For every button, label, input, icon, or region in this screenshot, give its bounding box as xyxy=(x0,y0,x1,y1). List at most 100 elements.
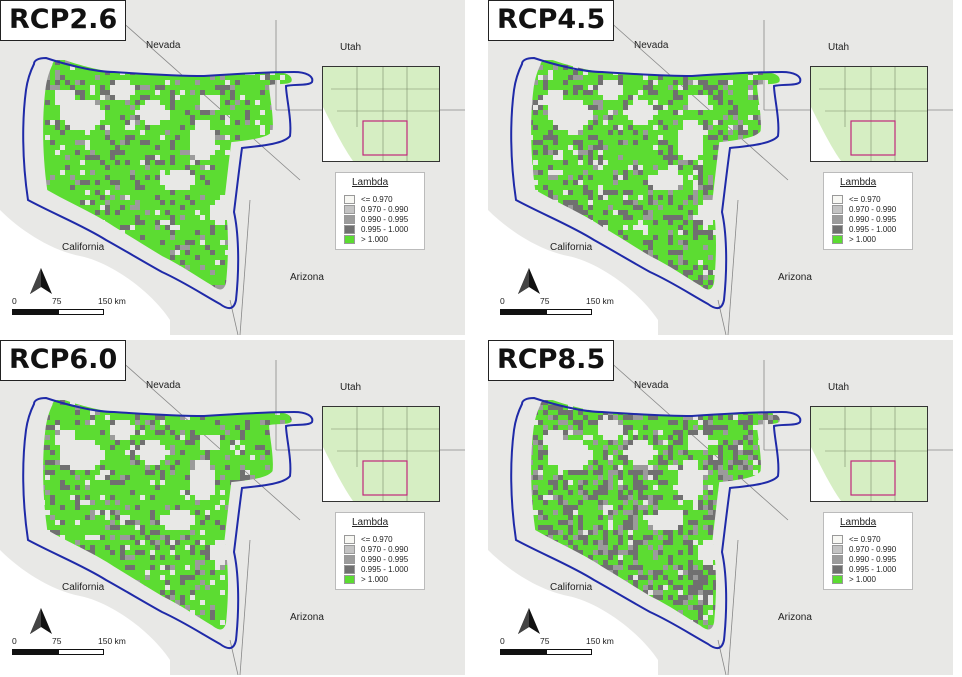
lambda-cell xyxy=(140,175,145,180)
lambda-cell xyxy=(210,180,215,185)
lambda-cell xyxy=(543,230,548,235)
lambda-cell xyxy=(145,165,150,170)
lambda-cell xyxy=(543,110,548,115)
lambda-cell xyxy=(70,160,75,165)
lambda-cell xyxy=(543,105,548,110)
lambda-cell xyxy=(150,210,155,215)
lambda-cell xyxy=(140,195,145,200)
lambda-cell xyxy=(683,165,688,170)
lambda-cell xyxy=(115,105,120,110)
lambda-cell xyxy=(733,270,738,275)
lambda-cell xyxy=(170,85,175,90)
lambda-cell xyxy=(50,185,55,190)
lambda-cell xyxy=(205,235,210,240)
lambda-cell xyxy=(140,60,145,65)
lambda-cell xyxy=(280,405,285,410)
lambda-cell xyxy=(683,210,688,215)
lambda-cell xyxy=(703,245,708,250)
lambda-cell xyxy=(673,300,678,305)
lambda-cell xyxy=(60,180,65,185)
lambda-cell xyxy=(728,190,733,195)
lambda-cell xyxy=(648,185,653,190)
lambda-cell xyxy=(45,180,50,185)
lambda-cell xyxy=(683,310,688,315)
lambda-cell xyxy=(220,270,225,275)
lambda-cell xyxy=(628,220,633,225)
lambda-cell xyxy=(280,290,285,295)
lambda-cell xyxy=(140,215,145,220)
lambda-cell xyxy=(150,230,155,235)
lambda-cell xyxy=(623,120,628,125)
lambda-cell xyxy=(533,125,538,130)
lambda-cell xyxy=(768,275,773,280)
lambda-cell xyxy=(170,75,175,80)
lambda-cell xyxy=(523,145,528,150)
lambda-cell xyxy=(768,145,773,150)
lambda-cell xyxy=(663,225,668,230)
lambda-cell xyxy=(698,195,703,200)
lambda-cell xyxy=(738,230,743,235)
lambda-cell xyxy=(230,110,235,115)
lambda-cell xyxy=(43,165,45,170)
state-label-nevada: Nevada xyxy=(146,40,181,51)
lambda-cell xyxy=(658,190,663,195)
lambda-cell xyxy=(531,200,533,205)
lambda-cell xyxy=(170,295,175,300)
lambda-cell xyxy=(110,175,115,180)
lambda-cell xyxy=(30,115,35,120)
lambda-cell xyxy=(763,190,768,195)
lambda-cell xyxy=(165,225,170,230)
lambda-cell xyxy=(568,210,573,215)
lambda-cell xyxy=(90,150,95,155)
lambda-cell xyxy=(120,75,125,80)
lambda-cell xyxy=(185,210,190,215)
lambda-cell xyxy=(75,170,80,175)
lambda-cell xyxy=(728,310,733,315)
lambda-cell xyxy=(165,150,170,155)
lambda-cell xyxy=(155,295,160,300)
lambda-cell xyxy=(583,90,588,95)
lambda-cell xyxy=(105,195,110,200)
lambda-cell xyxy=(185,75,190,80)
lambda-cell xyxy=(663,115,668,120)
lambda-cell xyxy=(275,115,280,120)
lambda-cell xyxy=(260,60,265,65)
study-area-map xyxy=(0,359,465,675)
lambda-cell xyxy=(175,290,180,295)
lambda-cell xyxy=(230,105,235,110)
lambda-cell xyxy=(718,265,723,270)
lambda-cell xyxy=(563,80,568,85)
lambda-cell xyxy=(100,155,105,160)
lambda-cell xyxy=(593,65,598,70)
lambda-cell xyxy=(768,310,773,315)
lambda-cell xyxy=(783,240,788,245)
lambda-cell xyxy=(210,225,215,230)
lambda-cell xyxy=(678,120,683,125)
lambda-cell xyxy=(255,255,260,260)
lambda-cell xyxy=(35,100,40,105)
lambda-cell xyxy=(693,240,698,245)
lambda-cell xyxy=(531,120,533,125)
lambda-cell xyxy=(280,240,285,245)
lambda-cell xyxy=(265,180,270,185)
lambda-cell xyxy=(783,305,788,310)
lambda-cell xyxy=(165,190,170,195)
lambda-cell xyxy=(558,195,563,200)
lambda-cell xyxy=(753,175,758,180)
lambda-cell xyxy=(653,235,658,240)
lambda-cell xyxy=(125,60,130,65)
lambda-cell xyxy=(285,190,290,195)
lambda-cell xyxy=(75,185,80,190)
lambda-cell xyxy=(623,60,628,65)
lambda-cell xyxy=(105,400,110,405)
lambda-cell xyxy=(100,120,105,125)
lambda-cell xyxy=(270,110,275,115)
lambda-cell xyxy=(763,110,768,115)
lambda-cell xyxy=(533,140,538,145)
lambda-cell xyxy=(250,155,255,160)
lambda-cell xyxy=(230,265,235,270)
lambda-cell xyxy=(250,80,255,85)
lambda-cell xyxy=(603,65,608,70)
lambda-cell xyxy=(55,190,60,195)
lambda-cell xyxy=(105,185,110,190)
